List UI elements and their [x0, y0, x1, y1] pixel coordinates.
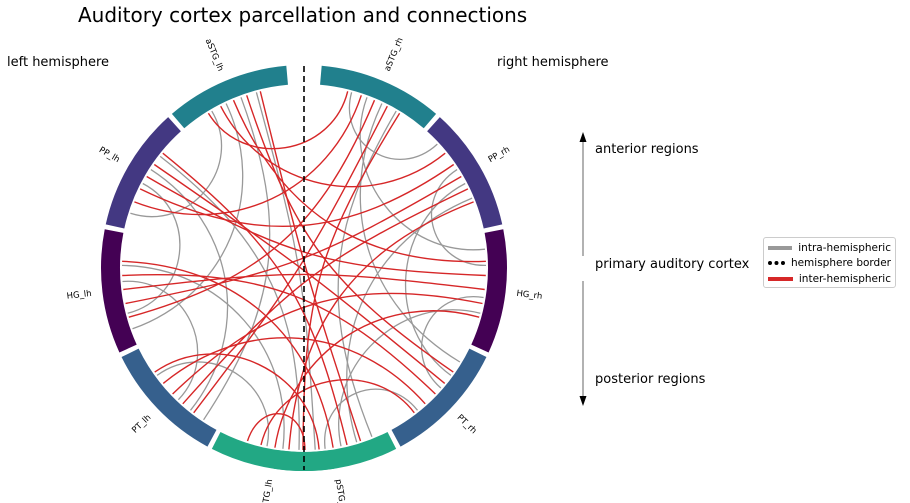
- inter-chord-hg-lh-pstg-rh: [122, 260, 334, 448]
- intra-chord-hg-lh-pt-lh: [122, 280, 199, 401]
- primary-auditory-cortex-label: primary auditory cortex: [595, 257, 750, 272]
- intra-chord-pp-lh-hg-lh: [127, 182, 181, 314]
- connection-chords: [121, 91, 487, 451]
- inter-chord-pt-lh-astg-rh: [193, 105, 388, 414]
- intra-chord-astg-rh-pt-rh: [359, 103, 461, 363]
- intra-chord-pp-rh-hg-rh: [431, 169, 487, 267]
- label-pp-rh: PP_rh: [487, 145, 512, 165]
- intra-chord-hg-lh-pstg-lh: [121, 264, 285, 449]
- axis-arrow-up: [579, 132, 587, 142]
- intra-chord-astg-lh-hg-lh: [132, 103, 244, 330]
- inter-chord-pt-lh-pp-rh: [182, 188, 469, 405]
- segment-pp-lh: [105, 117, 181, 229]
- inter-chord-astg-lh-hg-rh: [232, 99, 486, 263]
- inter-chord-hg-lh-pt-rh: [122, 274, 436, 395]
- inter-chord-hg-lh-hg-rh: [123, 273, 485, 291]
- inter-chord-pp-lh-pt-rh: [153, 163, 446, 384]
- segment-astg-lh: [171, 65, 288, 129]
- inter-chord-astg-lh-pt-rh: [246, 95, 454, 373]
- label-pp-lh: PP_lh: [97, 145, 121, 165]
- legend-entry-border: hemisphere border: [768, 256, 891, 272]
- segment-hg-rh: [471, 229, 507, 353]
- segment-pt-lh: [121, 348, 217, 447]
- legend-label-intra: intra-hemispheric: [798, 241, 891, 254]
- legend: intra-hemispheric hemisphere border inte…: [763, 237, 896, 288]
- inter-chord-pstg-lh-pp-rh: [288, 201, 474, 450]
- side-axis: [579, 132, 587, 406]
- inter-chord-pt-lh-hg-rh: [172, 292, 483, 395]
- intra-chord-pp-rh-pt-rh: [404, 182, 466, 376]
- segment-pt-rh: [391, 348, 487, 447]
- right-hemisphere-label: right hemisphere: [497, 55, 609, 70]
- inter-chord-pt-lh-pstg-rh: [154, 353, 320, 450]
- inter-chord-pp-lh-pstg-rh: [162, 152, 348, 446]
- legend-entry-intra: intra-hemispheric: [768, 240, 891, 256]
- label-pstg-lh: pSTG_lh: [260, 479, 275, 503]
- inter-chord-astg-lh-pstg-rh: [259, 91, 362, 442]
- inter-chord-pstg-lh-hg-rh: [274, 310, 480, 448]
- anterior-regions-label: anterior regions: [595, 142, 699, 157]
- intra-chord-pp-lh-pstg-lh: [159, 155, 300, 450]
- inter-chord-astg-lh-astg-rh: [207, 91, 349, 150]
- inter-chord-pstg-lh-pt-rh: [260, 379, 415, 446]
- inter-chord-astg-lh-pp-rh: [220, 105, 446, 188]
- segment-pstg-rh: [273, 431, 397, 471]
- segment-pp-rh: [427, 117, 503, 229]
- intra-chord-astg-rh-hg-rh: [359, 97, 486, 251]
- intra-chord-pt-rh-pstg-rh: [324, 388, 419, 449]
- inter-chord-pp-lh-pp-rh: [139, 163, 455, 227]
- axis-arrow-down: [579, 396, 587, 406]
- legend-entry-inter: inter-hemispheric: [768, 271, 891, 287]
- label-pt-lh: PT_lh: [130, 413, 153, 436]
- legend-label-border: hemisphere border: [790, 257, 891, 270]
- label-astg-lh: aSTG_lh: [203, 37, 226, 73]
- inter-chord-pp-lh-astg-rh: [134, 95, 362, 216]
- segment-hg-lh: [100, 229, 137, 353]
- label-pt-rh: PT_rh: [455, 413, 479, 436]
- inter-chord-pstg-lh-astg-rh: [302, 112, 401, 451]
- intra-chord-astg-rh-pstg-rh: [337, 110, 397, 438]
- left-hemisphere-label: left hemisphere: [7, 55, 110, 70]
- label-hg-lh: HG_lh: [66, 289, 92, 302]
- label-astg-rh: aSTG_rh: [383, 36, 406, 72]
- legend-swatch-intra: [768, 245, 793, 250]
- intra-chord-hg-rh-pt-rh: [421, 296, 484, 389]
- inter-chord-pstg-lh-pstg-rh: [246, 413, 306, 451]
- inter-chord-hg-lh-astg-rh: [128, 99, 376, 318]
- label-pstg-rh: pSTG_rh: [333, 479, 349, 503]
- label-hg-rh: HG_rh: [516, 289, 543, 302]
- intra-chord-pt-lh-pstg-lh: [156, 361, 270, 447]
- legend-swatch-inter: [768, 276, 793, 281]
- legend-swatch-border: [768, 261, 785, 266]
- inter-chord-hg-lh-pp-rh: [125, 175, 462, 305]
- segment-astg-rh: [320, 65, 437, 129]
- inter-chord-pt-lh-pt-rh: [162, 337, 426, 405]
- figure-title: Auditory cortex parcellation and connect…: [78, 3, 528, 27]
- posterior-regions-label: posterior regions: [595, 372, 706, 387]
- legend-label-inter: inter-hemispheric: [798, 272, 891, 285]
